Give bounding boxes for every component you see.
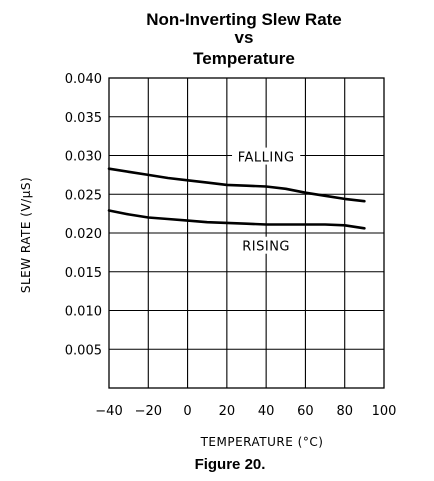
annotation-background	[232, 147, 301, 165]
x-tick-label: −40	[95, 404, 122, 419]
annotation-falling-label: FALLING	[238, 151, 295, 166]
y-tick-label: 0.005	[65, 343, 102, 358]
y-axis-label: SLEW RATE (V/µS)	[19, 177, 33, 293]
figure-caption: Figure 20.	[195, 456, 266, 473]
y-tick-label: 0.025	[65, 188, 102, 203]
x-tick-label: 60	[297, 404, 314, 419]
grid	[108, 77, 385, 389]
y-tick-label: 0.020	[65, 227, 102, 242]
x-tick-label: 40	[258, 404, 275, 419]
x-tick-label: 20	[219, 404, 236, 419]
annotation-rising-label: RISING	[242, 240, 290, 255]
y-tick-label: 0.015	[65, 266, 102, 281]
x-tick-label: 80	[336, 404, 353, 419]
x-tick-label: 100	[372, 404, 397, 419]
x-tick-label: 0	[183, 404, 191, 419]
chart-title-line-3: Temperature	[193, 49, 295, 68]
y-tick-label: 0.035	[65, 111, 102, 126]
chart-title-line-2: vs	[235, 28, 254, 47]
series-layer	[107, 167, 366, 230]
x-axis-label: TEMPERATURE (°C)	[200, 435, 324, 449]
tick-labels: −40 −20 0 20 40 60 80 100 0.005 0.010 0.015 0.020 0.…	[65, 72, 397, 419]
series-line-falling	[107, 167, 366, 203]
x-tick-label: −20	[135, 404, 162, 419]
chart-title-line-1: Non-Inverting Slew Rate	[146, 10, 342, 29]
series-line-rising	[107, 209, 366, 230]
y-tick-label: 0.040	[65, 72, 102, 87]
annotations: FALLING RISING	[232, 147, 301, 255]
annotation-background	[236, 236, 296, 254]
y-tick-label: 0.010	[65, 305, 102, 320]
y-tick-label: 0.030	[65, 150, 102, 165]
